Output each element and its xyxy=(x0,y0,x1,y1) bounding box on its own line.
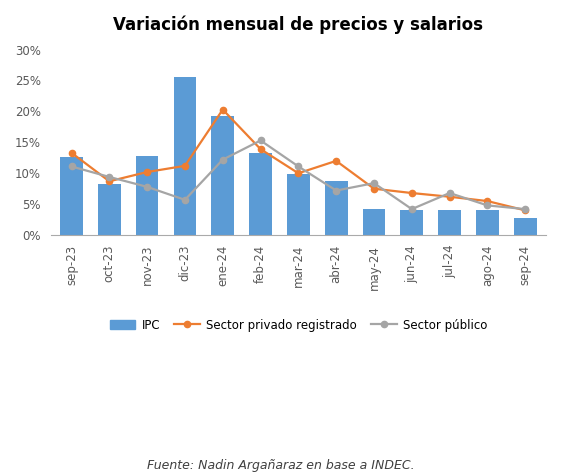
Bar xyxy=(287,174,310,235)
Bar xyxy=(514,219,536,235)
Bar xyxy=(362,209,385,235)
Bar xyxy=(136,156,158,235)
Legend: IPC, Sector privado registrado, Sector público: IPC, Sector privado registrado, Sector p… xyxy=(105,314,492,336)
Bar xyxy=(249,154,272,235)
Bar xyxy=(173,77,196,235)
Bar xyxy=(98,184,121,235)
Bar xyxy=(60,156,83,235)
Text: Fuente: Nadin Argañaraz en base a INDEC.: Fuente: Nadin Argañaraz en base a INDEC. xyxy=(146,459,415,472)
Bar xyxy=(438,210,461,235)
Bar xyxy=(401,210,423,235)
Title: Variación mensual de precios y salarios: Variación mensual de precios y salarios xyxy=(113,15,484,34)
Bar xyxy=(325,181,347,235)
Bar xyxy=(476,210,499,235)
Bar xyxy=(211,116,234,235)
